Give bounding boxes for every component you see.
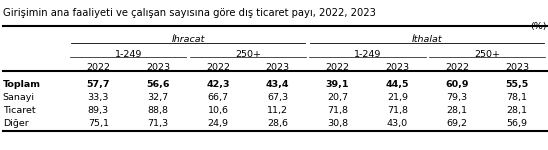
Text: (%): (%) xyxy=(530,22,547,31)
Text: Diğer: Diğer xyxy=(3,119,28,128)
Text: 66,7: 66,7 xyxy=(208,93,229,102)
Text: 21,9: 21,9 xyxy=(387,93,408,102)
Text: 71,8: 71,8 xyxy=(327,106,348,115)
Text: 250+: 250+ xyxy=(474,50,500,59)
Text: 2023: 2023 xyxy=(146,63,170,72)
Text: 79,3: 79,3 xyxy=(447,93,468,102)
Text: Ticaret: Ticaret xyxy=(3,106,36,115)
Text: 28,1: 28,1 xyxy=(447,106,467,115)
Text: 1-249: 1-249 xyxy=(115,50,142,59)
Text: 2022: 2022 xyxy=(326,63,350,72)
Text: 2022: 2022 xyxy=(206,63,230,72)
Text: 43,4: 43,4 xyxy=(266,80,289,89)
Text: Toplam: Toplam xyxy=(3,80,41,89)
Text: 32,7: 32,7 xyxy=(147,93,169,102)
Text: 75,1: 75,1 xyxy=(88,119,109,128)
Text: 67,3: 67,3 xyxy=(267,93,288,102)
Text: İhracat: İhracat xyxy=(172,35,205,44)
Text: 2023: 2023 xyxy=(266,63,290,72)
Text: 55,5: 55,5 xyxy=(505,80,529,89)
Text: 2022: 2022 xyxy=(87,63,110,72)
Text: 44,5: 44,5 xyxy=(386,80,409,89)
Text: 43,0: 43,0 xyxy=(387,119,408,128)
Text: Girişimin ana faaliyeti ve çalışan sayısına göre dış ticaret payı, 2022, 2023: Girişimin ana faaliyeti ve çalışan sayıs… xyxy=(3,8,375,18)
Text: 42,3: 42,3 xyxy=(206,80,230,89)
Text: 28,6: 28,6 xyxy=(267,119,288,128)
Text: 11,2: 11,2 xyxy=(267,106,288,115)
Text: 30,8: 30,8 xyxy=(327,119,348,128)
Text: 88,8: 88,8 xyxy=(148,106,169,115)
Text: 1-249: 1-249 xyxy=(354,50,381,59)
Text: 89,3: 89,3 xyxy=(88,106,109,115)
Text: 33,3: 33,3 xyxy=(88,93,109,102)
Text: İthalat: İthalat xyxy=(412,35,443,44)
Text: 56,9: 56,9 xyxy=(506,119,528,128)
Text: 250+: 250+ xyxy=(235,50,261,59)
Text: 71,8: 71,8 xyxy=(387,106,408,115)
Text: 60,9: 60,9 xyxy=(446,80,469,89)
Text: 69,2: 69,2 xyxy=(447,119,467,128)
Text: 20,7: 20,7 xyxy=(327,93,348,102)
Text: 2023: 2023 xyxy=(505,63,529,72)
Text: 78,1: 78,1 xyxy=(506,93,528,102)
Text: 71,3: 71,3 xyxy=(147,119,169,128)
Text: 56,6: 56,6 xyxy=(146,80,170,89)
Text: 10,6: 10,6 xyxy=(208,106,229,115)
Text: Sanayi: Sanayi xyxy=(3,93,35,102)
Text: 2022: 2022 xyxy=(445,63,469,72)
Text: 28,1: 28,1 xyxy=(506,106,528,115)
Text: 57,7: 57,7 xyxy=(87,80,110,89)
Text: 24,9: 24,9 xyxy=(208,119,229,128)
Text: 2023: 2023 xyxy=(385,63,409,72)
Text: 39,1: 39,1 xyxy=(326,80,350,89)
